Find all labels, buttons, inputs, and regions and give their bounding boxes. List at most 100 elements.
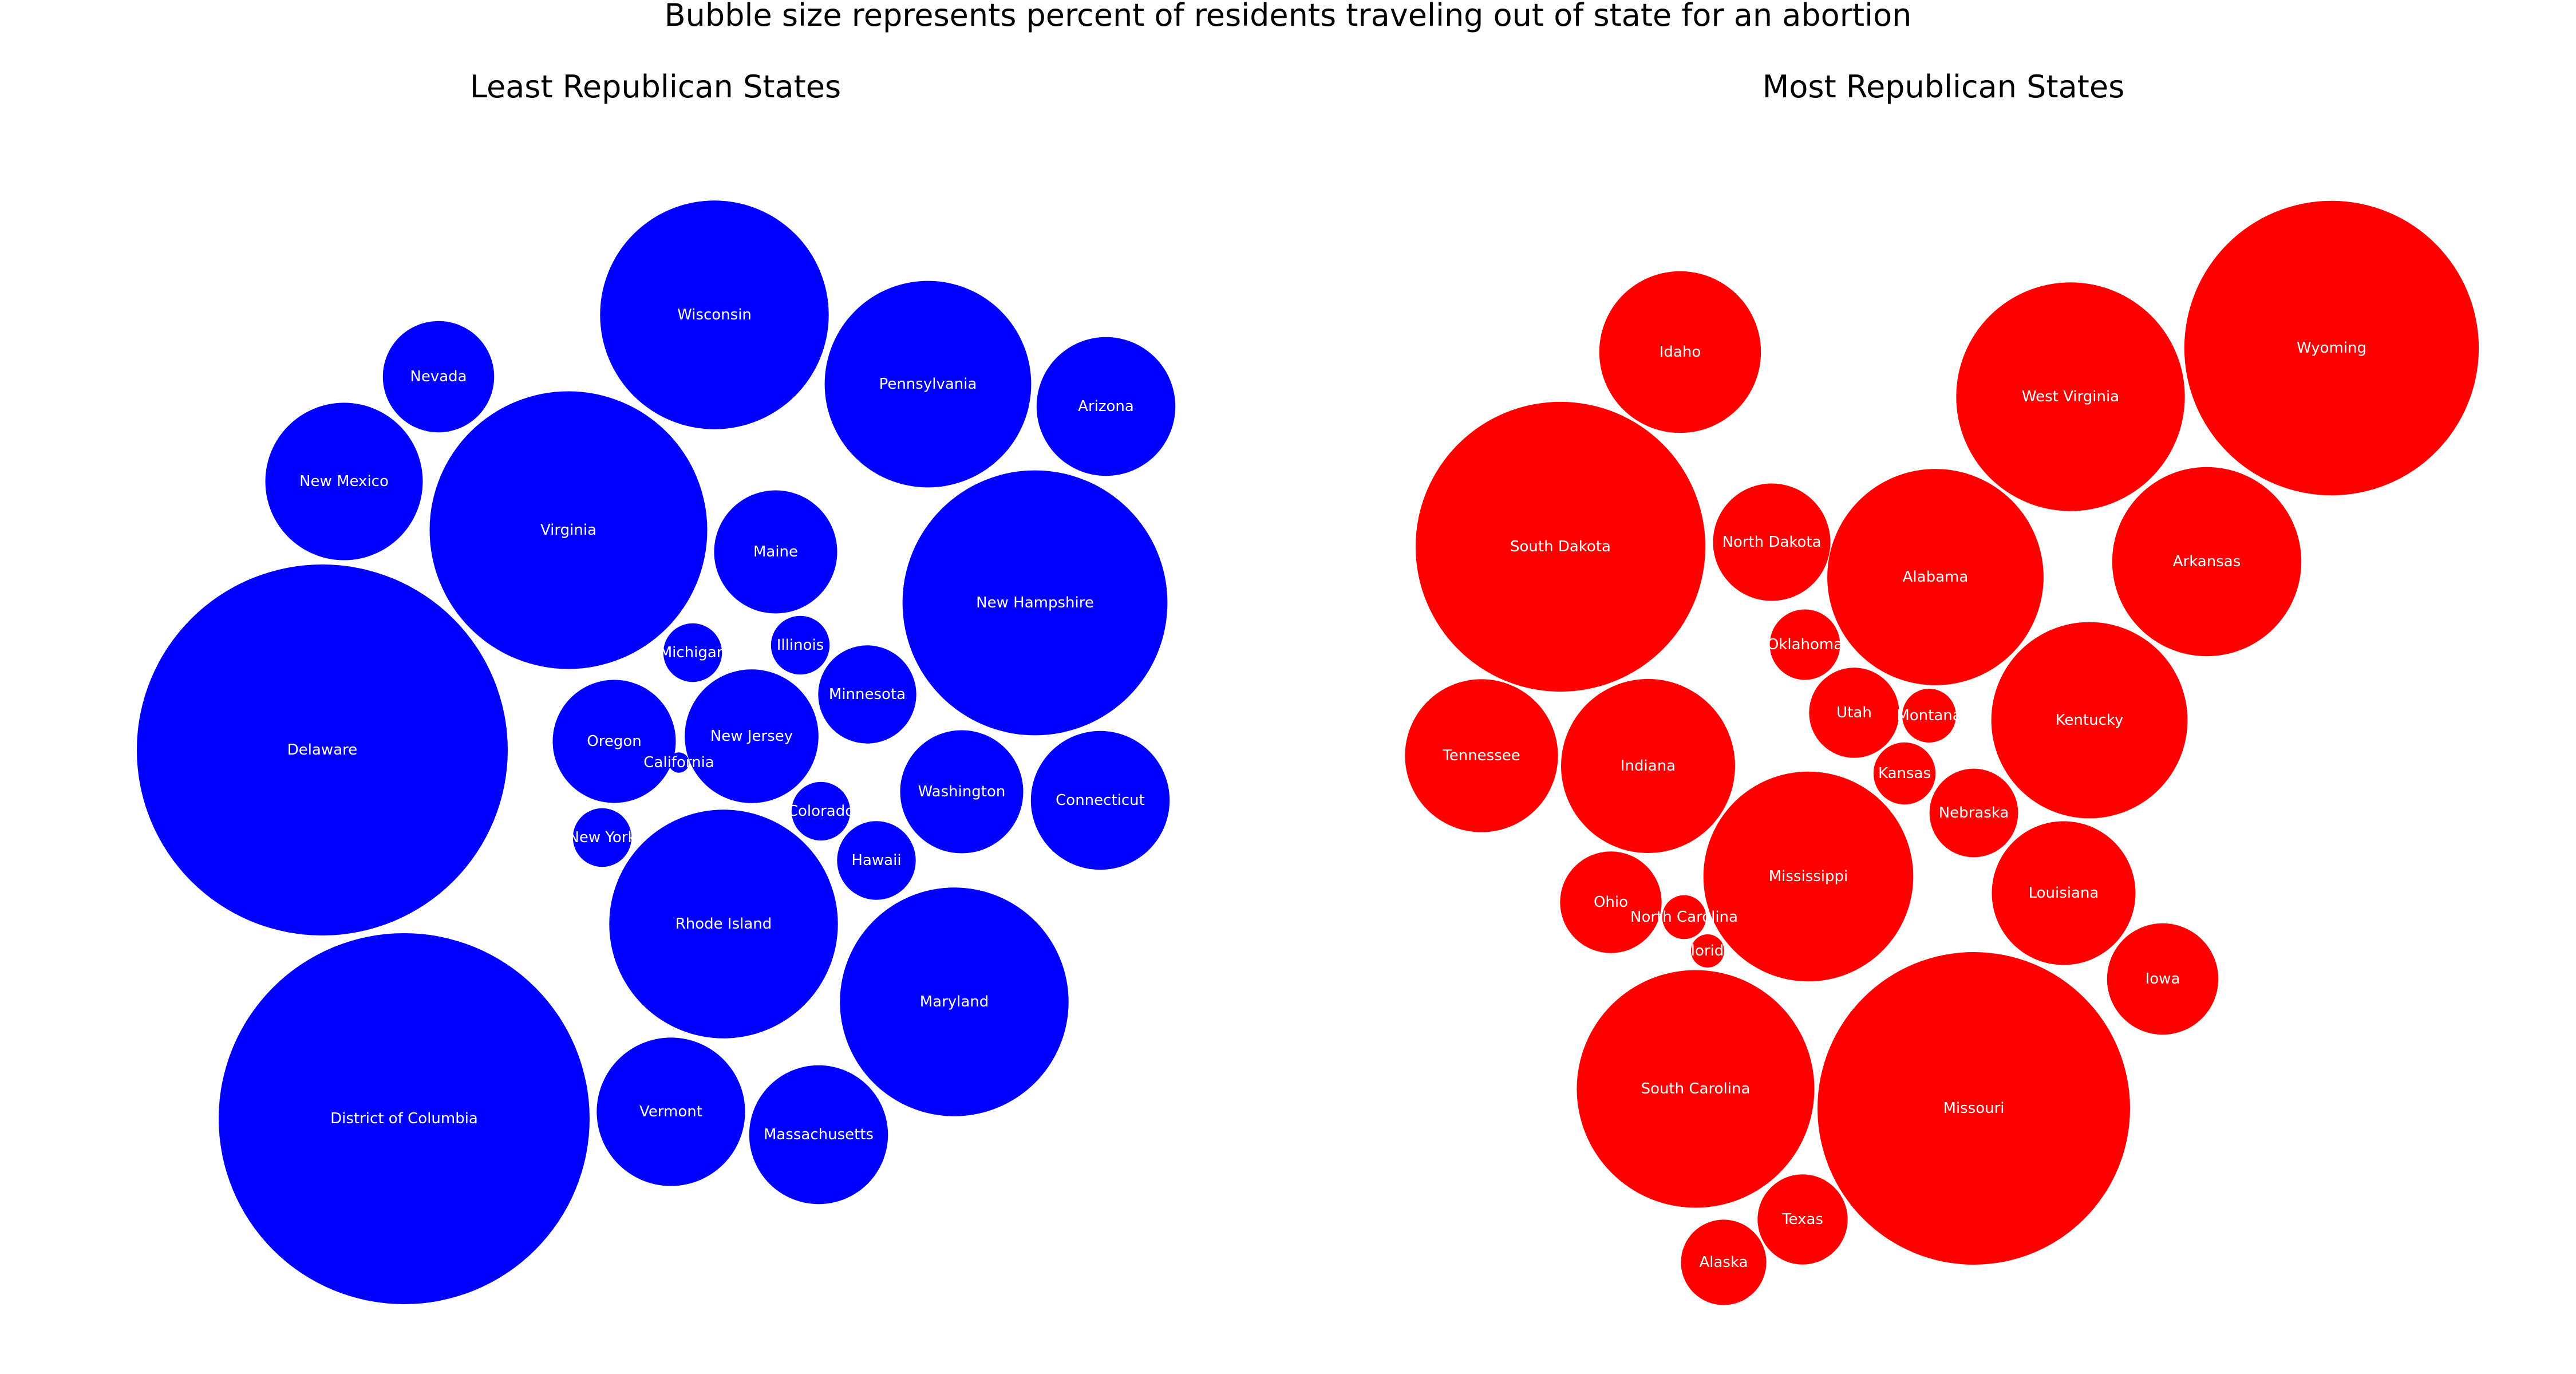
bubble-label-new-hampshire: New Hampshire (976, 594, 1094, 611)
bubble-label-south-dakota: South Dakota (1510, 538, 1611, 555)
bubble-label-colorado: Colorado (788, 803, 854, 820)
bubble-label-nebraska: Nebraska (1939, 804, 2009, 822)
bubble-nevada (382, 321, 495, 433)
bubble-label-michigan: Michigan (659, 644, 726, 661)
bubble-texas (1757, 1174, 1848, 1265)
bubble-label-utah: Utah (1836, 704, 1872, 721)
bubble-tennessee (1405, 679, 1558, 832)
most-republican-bubble-panel: Wyoming Missouri South Dakota South Carolin… (1405, 200, 2479, 1305)
bubble-label-california: California (643, 754, 714, 771)
bubble-oklahoma (1769, 609, 1840, 680)
bubble-mississippi (1703, 771, 1914, 982)
bubble-label-idaho: Idaho (1660, 344, 1701, 361)
bubble-alaska (1681, 1219, 1767, 1305)
bubble-label-ohio: Ohio (1594, 894, 1628, 911)
bubble-label-nevada: Nevada (410, 368, 467, 385)
bubble-label-kentucky: Kentucky (2056, 712, 2124, 729)
bubble-virginia (429, 391, 708, 669)
bubble-michigan (663, 623, 722, 682)
bubble-ohio (1560, 851, 1662, 953)
bubble-wisconsin (600, 200, 829, 429)
bubble-label-vermont: Vermont (639, 1103, 702, 1120)
bubble-label-hawaii: Hawaii (851, 852, 901, 869)
bubble-label-massachusetts: Massachusetts (764, 1126, 874, 1143)
bubble-label-new-york: New York (568, 829, 636, 846)
bubble-label-delaware: Delaware (287, 741, 357, 759)
bubble-west-virginia (1956, 282, 2185, 511)
bubble-vermont (596, 1037, 745, 1186)
bubble-label-wisconsin: Wisconsin (677, 306, 752, 323)
bubble-new-hampshire (902, 470, 1168, 736)
bubble-label-minnesota: Minnesota (829, 686, 906, 703)
bubble-label-north-dakota: North Dakota (1722, 534, 1821, 551)
bubble-north-dakota (1713, 483, 1831, 601)
bubble-oregon (552, 680, 676, 803)
bubble-label-missouri: Missouri (1943, 1100, 2004, 1117)
bubble-arizona (1036, 337, 1176, 476)
bubble-colorado (791, 781, 851, 841)
bubble-label-oklahoma: Oklahoma (1767, 636, 1843, 653)
bubble-label-north-carolina: North Carolina (1630, 909, 1738, 926)
bubble-pennsylvania (824, 281, 1032, 488)
right-panel-title: Most Republican States (1763, 69, 2124, 105)
bubble-district-of-columbia (219, 933, 590, 1304)
bubble-label-kansas: Kansas (1878, 765, 1931, 782)
bubble-label-maryland: Maryland (920, 993, 989, 1010)
bubble-label-south-carolina: South Carolina (1641, 1080, 1751, 1097)
bubble-label-florida: Florida (1682, 942, 1733, 960)
bubble-louisiana (1992, 821, 2136, 965)
bubble-hawaii (837, 821, 916, 900)
bubble-florida (1691, 934, 1724, 968)
bubble-label-alaska: Alaska (1699, 1254, 1748, 1271)
bubble-illinois (771, 615, 830, 675)
bubble-label-montana: Montana (1897, 707, 1961, 724)
bubble-massachusetts (749, 1065, 888, 1205)
bubble-indiana (1561, 679, 1735, 853)
bubble-label-texas: Texas (1781, 1211, 1823, 1228)
bubble-delaware (137, 564, 508, 935)
bubble-nebraska (1929, 768, 2018, 858)
bubble-maine (714, 490, 837, 614)
bubble-label-rhode-island: Rhode Island (675, 915, 772, 933)
bubble-new-jersey (685, 669, 819, 803)
bubble-connecticut (1030, 731, 1170, 870)
bubble-arkansas (2112, 467, 2302, 657)
bubble-washington (900, 730, 1024, 854)
left-panel-title: Least Republican States (470, 69, 841, 105)
bubble-new-york (572, 808, 632, 867)
bubble-maryland (840, 887, 1069, 1116)
bubble-utah (1809, 668, 1899, 758)
bubble-minnesota (818, 645, 916, 744)
bubble-missouri (1818, 952, 2130, 1265)
bubble-label-louisiana: Louisiana (2029, 885, 2099, 902)
bubble-label-iowa: Iowa (2146, 970, 2180, 988)
bubble-label-pennsylvania: Pennsylvania (879, 376, 977, 393)
figure-suptitle: Bubble size represents percent of reside… (665, 0, 1912, 33)
bubble-label-arkansas: Arkansas (2173, 553, 2241, 570)
bubble-label-new-mexico: New Mexico (299, 473, 389, 490)
bubble-label-arizona: Arizona (1078, 398, 1134, 415)
bubble-label-indiana: Indiana (1621, 757, 1676, 775)
bubble-label-district-of-columbia: District of Columbia (330, 1110, 478, 1127)
bubble-idaho (1599, 271, 1761, 433)
bubble-label-maine: Maine (753, 543, 798, 560)
bubble-label-wyoming: Wyoming (2297, 339, 2366, 357)
bubble-label-washington: Washington (918, 783, 1006, 800)
bubble-iowa (2107, 923, 2219, 1035)
bubble-rhode-island (609, 810, 838, 1039)
least-republican-bubble-panel: Delaware District of Columbia Virginia New … (137, 200, 1176, 1304)
bubble-label-new-jersey: New Jersey (710, 728, 793, 745)
bubble-label-west-virginia: West Virginia (2022, 388, 2119, 405)
bubble-kentucky (1991, 622, 2188, 819)
bubble-kansas (1873, 742, 1936, 805)
bubble-wyoming (2184, 200, 2479, 496)
bubble-label-tennessee: Tennessee (1442, 747, 1520, 764)
bubble-label-illinois: Illinois (777, 637, 824, 654)
bubble-label-alabama: Alabama (1903, 568, 1969, 586)
bubble-north-carolina (1662, 895, 1706, 939)
bubble-label-virginia: Virginia (540, 522, 596, 539)
bubble-label-connecticut: Connecticut (1056, 792, 1145, 809)
bubble-montana (1902, 689, 1956, 743)
bubble-new-mexico (265, 402, 423, 560)
bubble-california (669, 752, 689, 773)
